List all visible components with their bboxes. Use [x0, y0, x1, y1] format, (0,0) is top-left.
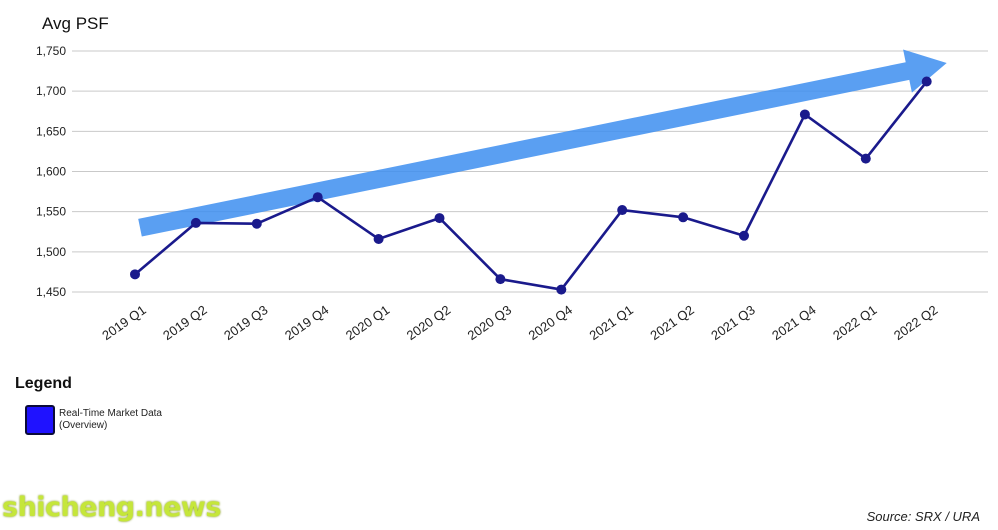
y-tick-label: 1,750 — [36, 44, 66, 58]
legend-label-line1: Real-Time Market Data — [59, 408, 162, 419]
y-tick-label: 1,600 — [36, 165, 66, 179]
x-tick-label: 2021 Q2 — [647, 302, 696, 343]
y-axis-title: Avg PSF — [42, 14, 109, 33]
x-tick-label: 2021 Q1 — [586, 302, 635, 343]
y-tick-label: 1,650 — [36, 124, 66, 138]
source-note: Source: SRX / URA — [866, 509, 980, 524]
x-tick-label: 2019 Q4 — [282, 302, 331, 343]
x-tick-label: 2022 Q1 — [830, 302, 879, 343]
legend-label: Real-Time Market Data (Overview) — [59, 408, 189, 432]
y-tick-label: 1,500 — [36, 245, 66, 259]
data-point — [495, 274, 506, 285]
data-point — [373, 233, 384, 244]
legend-label-line2: (Overview) — [59, 420, 108, 431]
watermark: shicheng.news — [2, 492, 221, 523]
y-tick-label: 1,550 — [36, 205, 66, 219]
data-point — [678, 212, 689, 223]
y-tick-label: 1,700 — [36, 84, 66, 98]
x-tick-label: 2020 Q4 — [526, 302, 575, 343]
data-point — [190, 217, 201, 228]
x-tick-label: 2020 Q1 — [343, 302, 392, 343]
legend-swatch — [25, 405, 55, 435]
x-tick-label: 2020 Q2 — [404, 302, 453, 343]
data-point — [556, 284, 567, 295]
data-point — [312, 192, 323, 203]
data-point — [799, 109, 810, 120]
data-point — [739, 230, 749, 241]
trend-arrow — [138, 49, 947, 237]
data-point — [921, 76, 932, 87]
x-tick-label: 2019 Q1 — [99, 302, 148, 343]
x-tick-label: 2019 Q3 — [221, 302, 270, 343]
x-tick-label: 2019 Q2 — [160, 302, 209, 343]
x-tick-label: 2021 Q4 — [769, 302, 818, 343]
x-tick-label: 2021 Q3 — [708, 302, 757, 343]
data-point — [617, 205, 628, 216]
data-point — [130, 269, 140, 280]
data-point — [434, 213, 445, 224]
x-tick-label: 2020 Q3 — [465, 302, 514, 343]
legend-title: Legend — [15, 375, 72, 392]
series-line — [134, 80, 928, 291]
x-tick-label: 2022 Q2 — [891, 302, 940, 343]
y-tick-label: 1,450 — [36, 285, 66, 299]
data-point — [860, 153, 871, 164]
data-point — [251, 218, 262, 229]
